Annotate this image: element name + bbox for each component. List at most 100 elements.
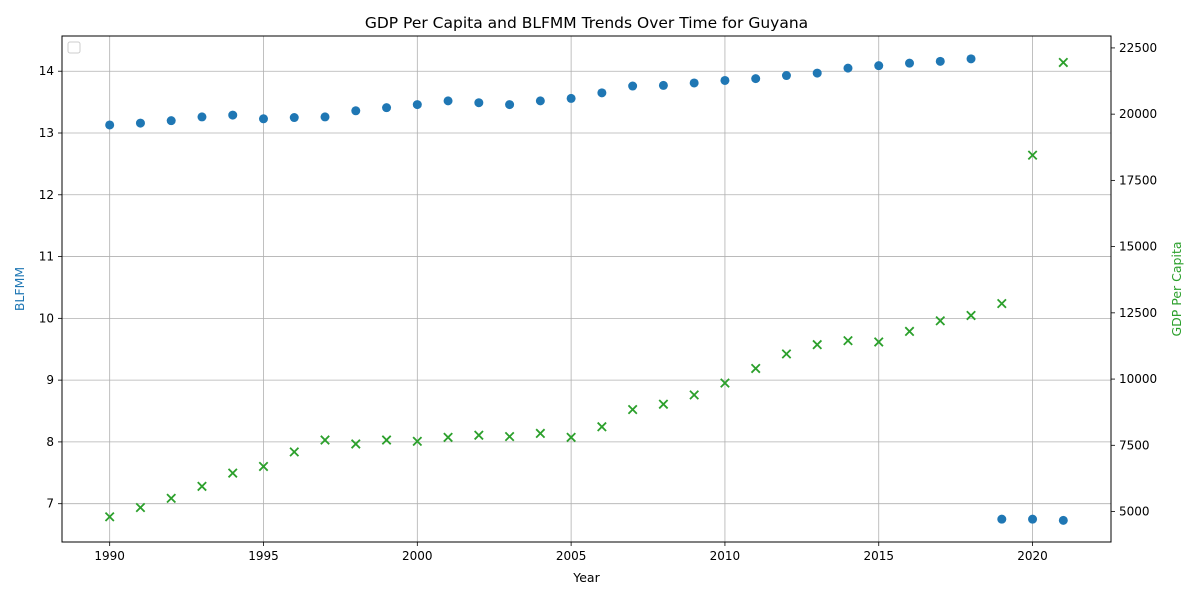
gdp-point-stroke bbox=[566, 432, 576, 443]
gdp-point bbox=[1058, 57, 1069, 68]
gdp-point-stroke bbox=[166, 493, 177, 504]
gdp-point bbox=[443, 432, 453, 443]
gdp-point bbox=[966, 310, 976, 321]
blfmm-point bbox=[228, 110, 238, 120]
gdp-point-stroke bbox=[1058, 57, 1069, 68]
blfmm-point bbox=[566, 93, 576, 103]
blfmm-point bbox=[320, 112, 330, 122]
y-right-axis-title: GDP Per Capita bbox=[1169, 241, 1184, 336]
gdp-point-stroke bbox=[104, 511, 115, 522]
gdp-point bbox=[504, 431, 515, 442]
y-left-tick-label: 12 bbox=[39, 188, 54, 202]
gdp-point bbox=[781, 349, 792, 359]
x-tick-label: 1995 bbox=[248, 549, 279, 563]
blfmm-point bbox=[658, 80, 668, 90]
gdp-point-stroke bbox=[412, 436, 423, 447]
x-tick-label: 1990 bbox=[94, 549, 125, 563]
y-left-tick-label: 8 bbox=[46, 435, 54, 449]
gdp-point-stroke bbox=[996, 298, 1007, 309]
blfmm-point bbox=[966, 54, 976, 64]
gdp-point bbox=[227, 468, 238, 478]
y-right-tick-label: 12500 bbox=[1119, 306, 1157, 320]
blfmm-point bbox=[597, 88, 607, 98]
x-axis-title: Year bbox=[572, 570, 600, 585]
y-right-tick-label: 7500 bbox=[1119, 438, 1150, 452]
blfmm-point bbox=[720, 75, 730, 85]
gdp-point bbox=[350, 439, 361, 449]
gdp-point bbox=[720, 378, 730, 388]
y-right-tick-label: 15000 bbox=[1119, 240, 1157, 254]
gdp-point-stroke bbox=[966, 310, 976, 321]
blfmm-point bbox=[1058, 515, 1068, 525]
gdp-point-stroke bbox=[904, 326, 915, 337]
gdp-point bbox=[166, 493, 177, 504]
gdp-point-stroke bbox=[935, 315, 946, 326]
blfmm-point bbox=[197, 112, 207, 122]
gdp-point-stroke bbox=[320, 435, 330, 445]
legend-box bbox=[67, 41, 81, 54]
x-tick-label: 2000 bbox=[402, 549, 433, 563]
blfmm-point bbox=[105, 120, 115, 130]
blfmm-point bbox=[258, 114, 268, 124]
gdp-point-stroke bbox=[289, 447, 300, 457]
gdp-point bbox=[320, 435, 330, 445]
blfmm-point bbox=[874, 61, 884, 71]
grid-layer bbox=[62, 36, 1111, 542]
blfmm-point bbox=[351, 106, 361, 116]
gdp-point bbox=[473, 430, 484, 441]
marks-layer bbox=[104, 54, 1069, 525]
y-left-axis-title: BLFMM bbox=[12, 267, 27, 311]
gdp-point-stroke bbox=[597, 421, 607, 432]
gdp-point-stroke bbox=[473, 430, 484, 441]
blfmm-point bbox=[812, 68, 822, 78]
gdp-point-stroke bbox=[689, 390, 700, 400]
y-left-tick-label: 13 bbox=[39, 126, 54, 140]
gdp-point-stroke bbox=[720, 378, 730, 388]
blfmm-point bbox=[935, 56, 945, 66]
blfmm-point bbox=[505, 100, 515, 110]
blfmm-point bbox=[997, 514, 1007, 524]
blfmm-point bbox=[689, 78, 699, 88]
gdp-point-stroke bbox=[504, 431, 515, 442]
gdp-point-stroke bbox=[627, 404, 638, 415]
ticks-layer: 1990 1995 2000 2005 2010 2015 2020 7 8 9 10 11 12 13 1… bbox=[39, 41, 1157, 563]
blfmm-point bbox=[905, 58, 915, 68]
blfmm-point bbox=[781, 71, 791, 81]
gdp-point bbox=[258, 461, 269, 472]
y-right-tick-label: 10000 bbox=[1119, 372, 1157, 386]
plot-frame bbox=[61, 35, 1112, 543]
gdp-point bbox=[381, 435, 392, 445]
y-right-tick-label: 22500 bbox=[1119, 41, 1157, 55]
blfmm-point bbox=[628, 81, 638, 91]
blfmm-point bbox=[535, 96, 545, 106]
gdp-point bbox=[904, 326, 915, 337]
gdp-point bbox=[535, 428, 546, 439]
gdp-point-stroke bbox=[658, 399, 669, 410]
gdp-point-stroke bbox=[258, 461, 269, 472]
gdp-point-stroke bbox=[781, 349, 792, 359]
gdp-point bbox=[996, 298, 1007, 309]
gdp-point-stroke bbox=[843, 335, 853, 346]
gdp-point bbox=[812, 339, 823, 350]
gdp-point bbox=[597, 421, 607, 432]
blfmm-point bbox=[412, 100, 422, 110]
gdp-point-stroke bbox=[197, 481, 207, 492]
x-tick-label: 2005 bbox=[556, 549, 587, 563]
gdp-point-stroke bbox=[750, 363, 761, 374]
x-tick-label: 2015 bbox=[863, 549, 894, 563]
gdp-point-stroke bbox=[1027, 150, 1038, 161]
gdp-point bbox=[627, 404, 638, 415]
gdp-point bbox=[566, 432, 576, 443]
blfmm-point bbox=[751, 74, 761, 84]
y-left-tick-label: 10 bbox=[39, 311, 54, 325]
gdp-point-stroke bbox=[873, 337, 884, 347]
gdp-point-stroke bbox=[443, 432, 453, 443]
gdp-point bbox=[658, 399, 669, 410]
gdp-point bbox=[289, 447, 300, 457]
gdp-point bbox=[843, 335, 853, 346]
gdp-point bbox=[1027, 150, 1038, 161]
gdp-point-stroke bbox=[535, 428, 546, 439]
gdp-point bbox=[104, 511, 115, 522]
